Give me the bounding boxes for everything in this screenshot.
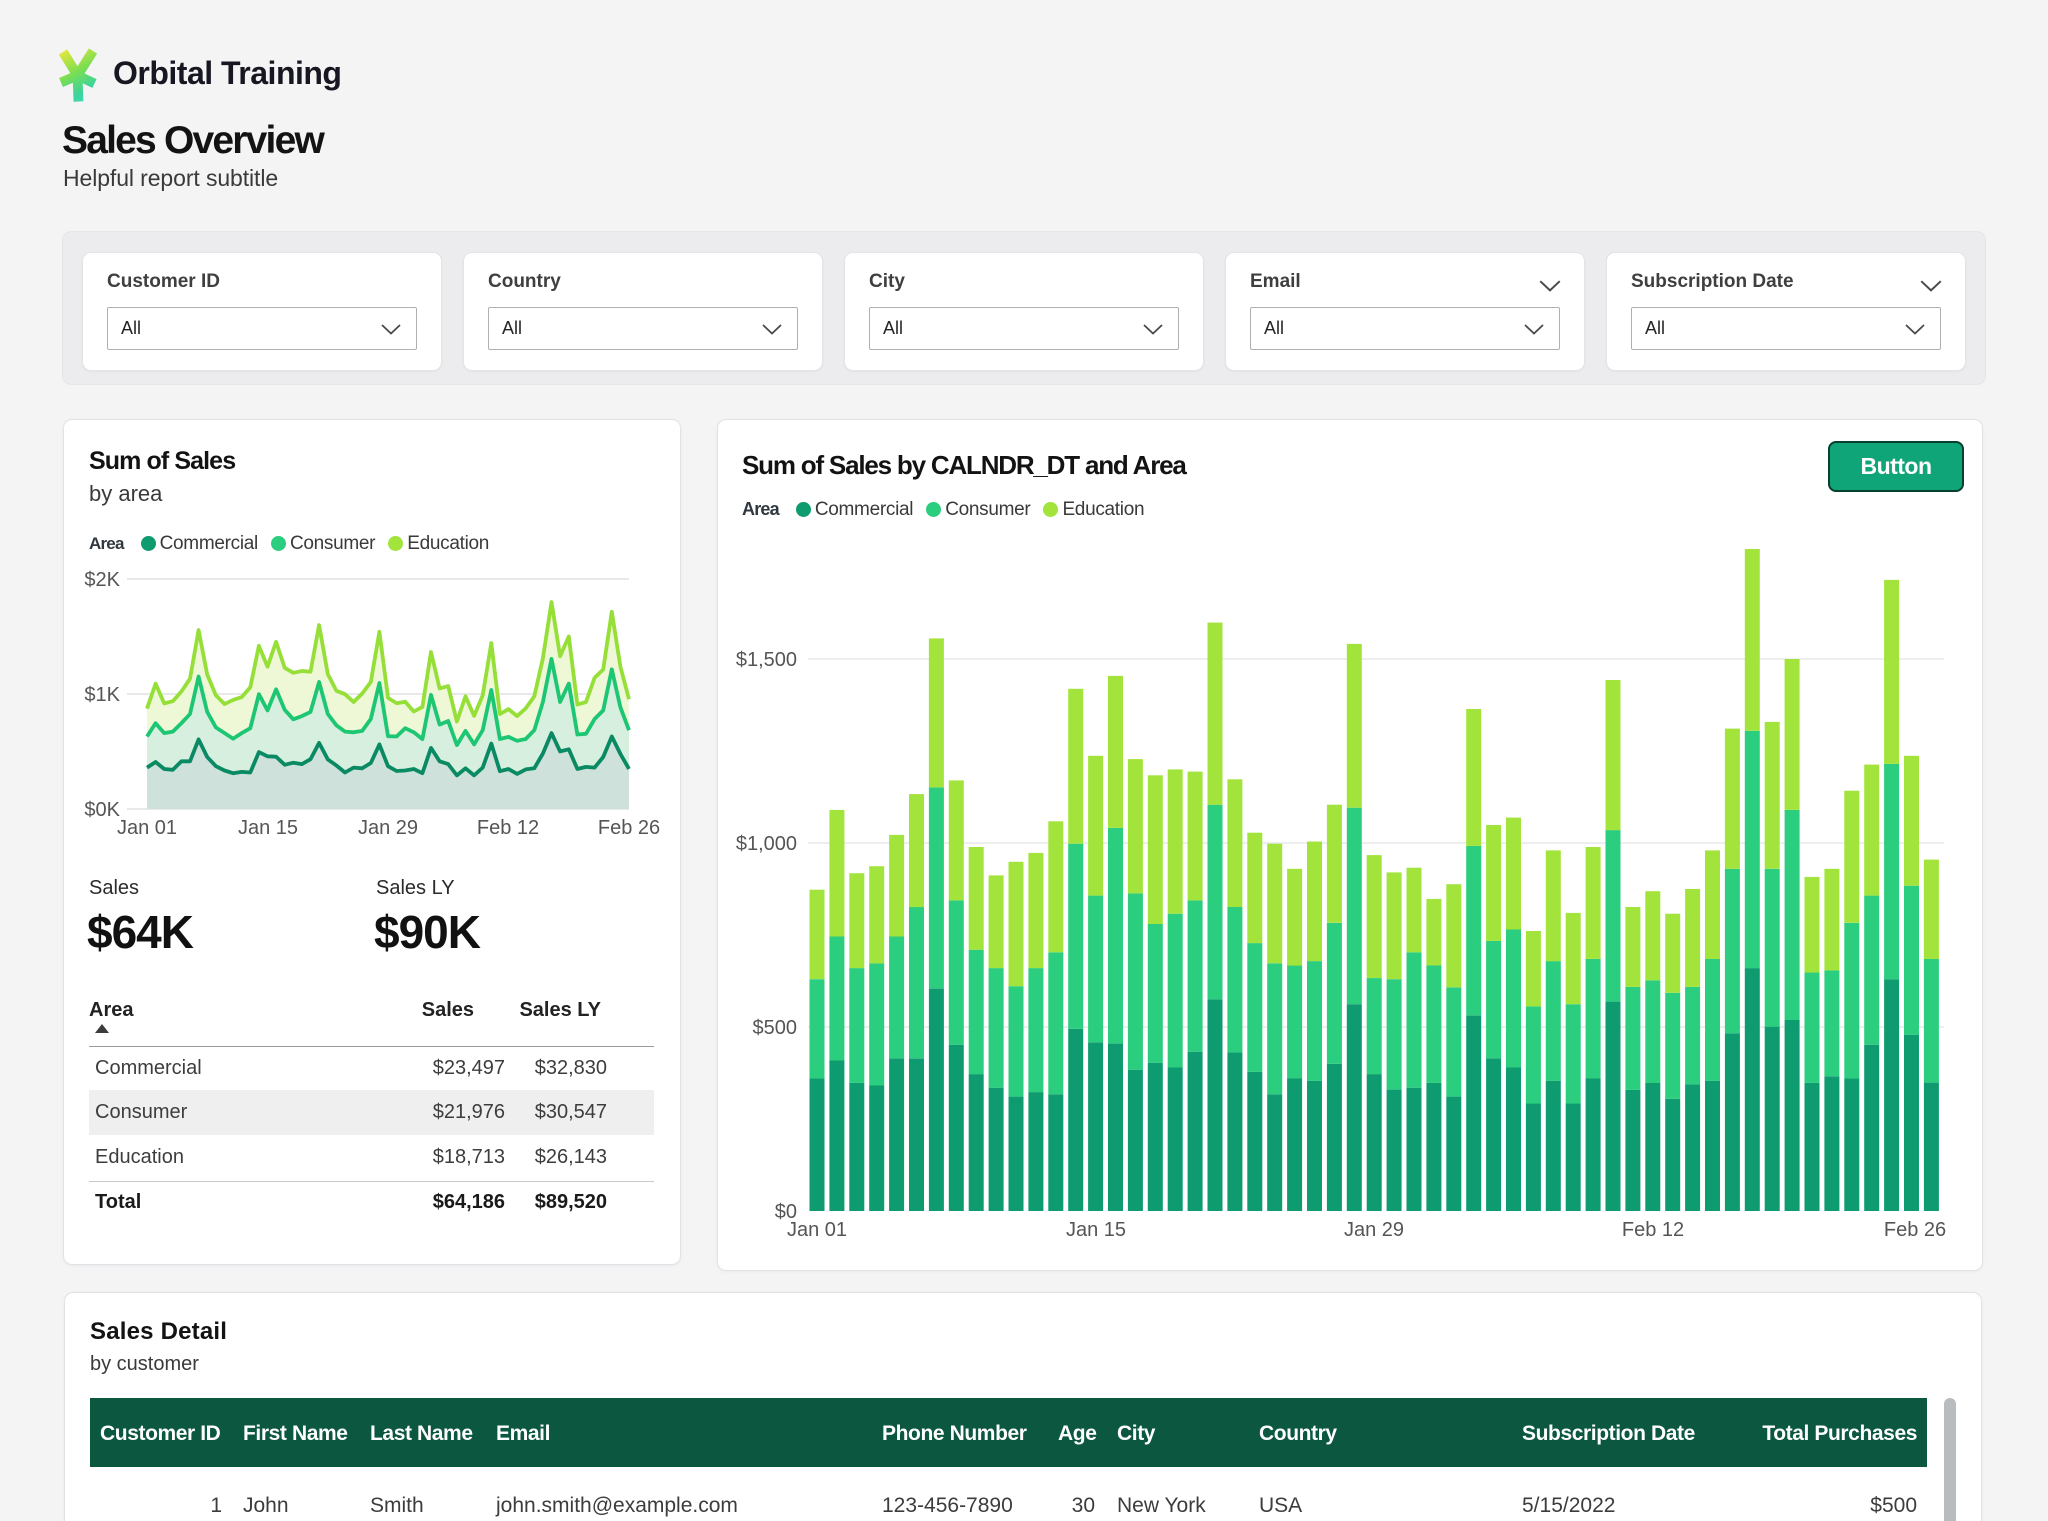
svg-text:Email: Email: [496, 1422, 550, 1445]
svg-text:Jan 15: Jan 15: [1066, 1219, 1126, 1241]
svg-text:Feb 26: Feb 26: [1884, 1219, 1946, 1241]
svg-text:$1,000: $1,000: [736, 833, 797, 855]
svg-text:City: City: [1117, 1422, 1156, 1445]
svg-text:30: 30: [1072, 1494, 1095, 1517]
svg-text:New York: New York: [1117, 1494, 1206, 1517]
svg-text:Feb 26: Feb 26: [598, 817, 660, 839]
svg-text:$500: $500: [1870, 1494, 1917, 1517]
svg-text:Jan 15: Jan 15: [238, 817, 298, 839]
svg-text:Smith: Smith: [370, 1494, 424, 1517]
svg-text:123-456-7890: 123-456-7890: [882, 1494, 1013, 1517]
svg-text:5/15/2022: 5/15/2022: [1522, 1494, 1615, 1517]
svg-text:Feb 12: Feb 12: [1622, 1219, 1684, 1241]
svg-text:Jan 29: Jan 29: [1344, 1219, 1404, 1241]
svg-text:Jan 29: Jan 29: [358, 817, 418, 839]
svg-text:Customer ID: Customer ID: [100, 1422, 221, 1445]
svg-text:$0: $0: [775, 1201, 797, 1223]
svg-text:Phone Number: Phone Number: [882, 1422, 1027, 1445]
svg-text:$2K: $2K: [84, 569, 120, 591]
svg-text:Subscription Date: Subscription Date: [1522, 1422, 1695, 1445]
svg-text:Age: Age: [1058, 1422, 1096, 1445]
svg-text:USA: USA: [1259, 1494, 1302, 1517]
svg-text:Jan 01: Jan 01: [117, 817, 177, 839]
svg-text:John: John: [243, 1494, 289, 1517]
svg-text:1: 1: [210, 1494, 222, 1517]
svg-text:john.smith@example.com: john.smith@example.com: [495, 1494, 738, 1517]
svg-text:$1,500: $1,500: [736, 649, 797, 671]
svg-text:$500: $500: [753, 1017, 798, 1039]
svg-text:$1K: $1K: [84, 684, 120, 706]
svg-text:Total Purchases: Total Purchases: [1762, 1422, 1917, 1445]
svg-text:Country: Country: [1259, 1422, 1337, 1445]
svg-text:$0K: $0K: [84, 799, 120, 821]
svg-text:First Name: First Name: [243, 1422, 348, 1445]
svg-text:Last Name: Last Name: [370, 1422, 473, 1445]
svg-text:Jan 01: Jan 01: [787, 1219, 847, 1241]
svg-text:Feb 12: Feb 12: [477, 817, 539, 839]
